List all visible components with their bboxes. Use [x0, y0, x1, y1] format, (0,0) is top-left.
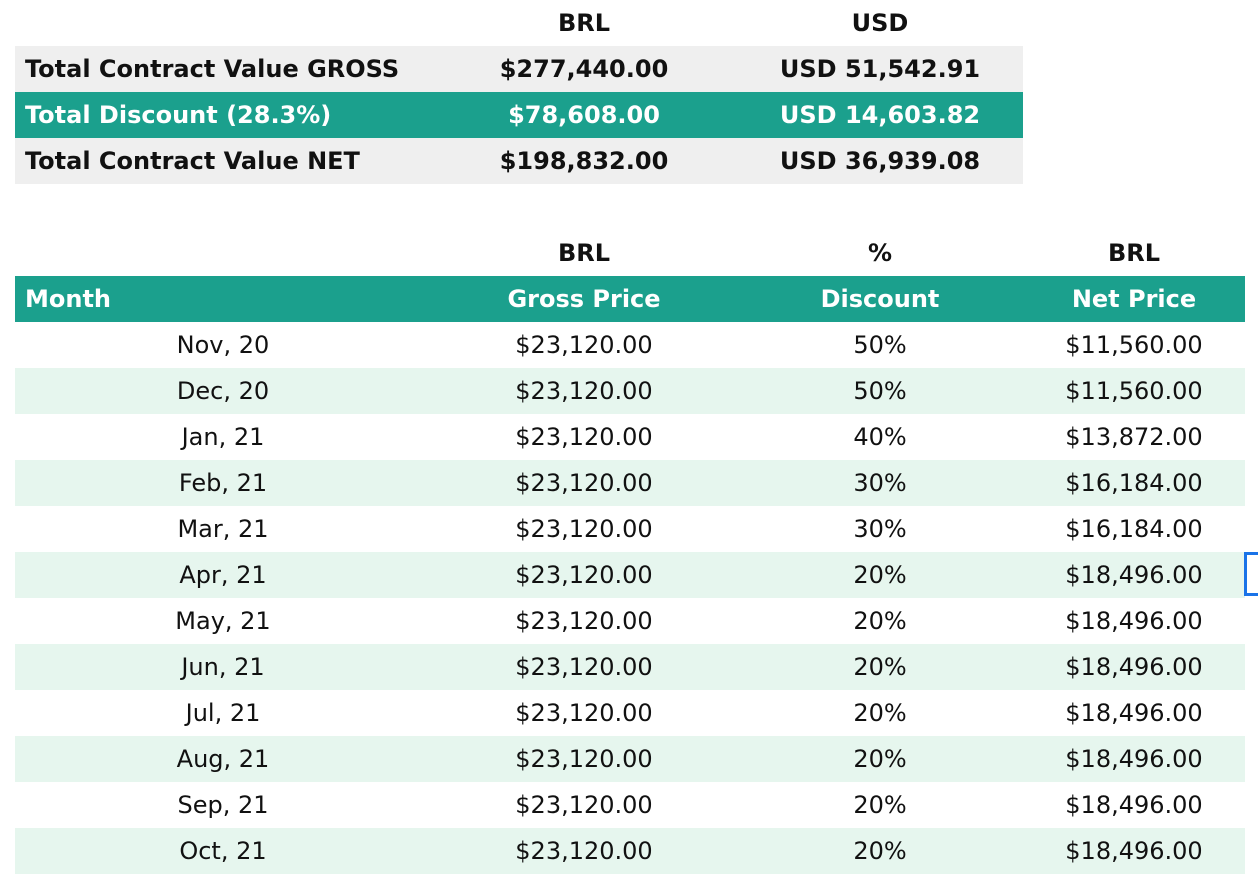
cell-net-price[interactable]: $11,560.00: [1065, 377, 1203, 405]
summary-row-gross: Total Contract Value GROSS $277,440.00 U…: [15, 46, 1023, 92]
cell-gross-price[interactable]: $23,120.00: [515, 607, 653, 635]
cell-month[interactable]: Mar, 21: [177, 515, 269, 543]
cell-month[interactable]: Dec, 20: [176, 377, 270, 405]
cell-gross-price[interactable]: $23,120.00: [515, 745, 653, 773]
cell-selection-indicator: [1244, 552, 1258, 596]
cell-discount[interactable]: 50%: [853, 377, 907, 405]
summary-label-discount[interactable]: Total Discount (28.3%): [25, 101, 332, 129]
table-row: Oct, 21 $23,120.00 20% $18,496.00: [15, 828, 1245, 874]
cell-discount[interactable]: 20%: [853, 837, 907, 865]
cell-discount[interactable]: 30%: [853, 469, 907, 497]
table-row: Jan, 21 $23,120.00 40% $13,872.00: [15, 414, 1245, 460]
cell-month[interactable]: Jul, 21: [185, 699, 261, 727]
cell-net-price[interactable]: $18,496.00: [1065, 791, 1203, 819]
cell-discount[interactable]: 50%: [853, 331, 907, 359]
table-row: Jul, 21 $23,120.00 20% $18,496.00: [15, 690, 1245, 736]
summary-net-usd[interactable]: USD 36,939.08: [779, 147, 981, 175]
cell-net-price[interactable]: $18,496.00: [1065, 745, 1203, 773]
header-gross-price[interactable]: Gross Price: [507, 285, 661, 313]
summary-table: BRL USD Total Contract Value GROSS $277,…: [15, 0, 1023, 184]
summary-net-brl[interactable]: $198,832.00: [499, 147, 669, 175]
header-discount[interactable]: Discount: [820, 285, 940, 313]
cell-gross-price[interactable]: $23,120.00: [515, 469, 653, 497]
cell-discount[interactable]: 20%: [853, 699, 907, 727]
cell-gross-price[interactable]: $23,120.00: [515, 561, 653, 589]
cell-discount[interactable]: 40%: [853, 423, 907, 451]
table-row: Nov, 20 $23,120.00 50% $11,560.00: [15, 322, 1245, 368]
cell-month[interactable]: Oct, 21: [179, 837, 267, 865]
table-row: May, 21 $23,120.00 20% $18,496.00: [15, 598, 1245, 644]
summary-label-net[interactable]: Total Contract Value NET: [25, 147, 360, 175]
summary-label-gross[interactable]: Total Contract Value GROSS: [25, 55, 400, 83]
cell-gross-price[interactable]: $23,120.00: [515, 791, 653, 819]
cell-net-price[interactable]: $18,496.00: [1065, 607, 1203, 635]
monthly-header-row: Month Gross Price Discount Net Price: [15, 276, 1245, 322]
summary-discount-brl[interactable]: $78,608.00: [508, 101, 660, 129]
monthly-body: Nov, 20 $23,120.00 50% $11,560.00 Dec, 20 $23…: [15, 322, 1245, 874]
cell-month[interactable]: May, 21: [175, 607, 271, 635]
cell-month[interactable]: Apr, 21: [179, 561, 267, 589]
cell-net-price[interactable]: $18,496.00: [1065, 653, 1203, 681]
cell-discount[interactable]: 20%: [853, 745, 907, 773]
table-row: Mar, 21 $23,120.00 30% $16,184.00: [15, 506, 1245, 552]
cell-net-price[interactable]: $11,560.00: [1065, 331, 1203, 359]
summary-header-row: BRL USD: [15, 0, 1023, 46]
cell-net-price[interactable]: $18,496.00: [1065, 561, 1203, 589]
cell-gross-price[interactable]: $23,120.00: [515, 837, 653, 865]
cell-discount[interactable]: 20%: [853, 791, 907, 819]
cell-gross-price[interactable]: $23,120.00: [515, 515, 653, 543]
cell-month[interactable]: Jun, 21: [181, 653, 265, 681]
cell-gross-price[interactable]: $23,120.00: [515, 377, 653, 405]
table-row: Jun, 21 $23,120.00 20% $18,496.00: [15, 644, 1245, 690]
table-row: Sep, 21 $23,120.00 20% $18,496.00: [15, 782, 1245, 828]
table-row: Feb, 21 $23,120.00 30% $16,184.00: [15, 460, 1245, 506]
units-discount[interactable]: %: [867, 239, 893, 267]
cell-gross-price[interactable]: $23,120.00: [515, 699, 653, 727]
cell-gross-price[interactable]: $23,120.00: [515, 331, 653, 359]
summary-discount-usd[interactable]: USD 14,603.82: [779, 101, 981, 129]
summary-gross-usd[interactable]: USD 51,542.91: [779, 55, 981, 83]
units-gross[interactable]: BRL: [557, 239, 611, 267]
cell-month[interactable]: Nov, 20: [176, 331, 270, 359]
cell-discount[interactable]: 20%: [853, 653, 907, 681]
summary-gross-brl[interactable]: $277,440.00: [499, 55, 669, 83]
summary-row-net: Total Contract Value NET $198,832.00 USD…: [15, 138, 1023, 184]
table-row: Apr, 21 $23,120.00 20% $18,496.00: [15, 552, 1245, 598]
table-row: Dec, 20 $23,120.00 50% $11,560.00: [15, 368, 1245, 414]
cell-net-price[interactable]: $13,872.00: [1065, 423, 1203, 451]
cell-discount[interactable]: 30%: [853, 515, 907, 543]
cell-month[interactable]: Sep, 21: [177, 791, 269, 819]
cell-net-price[interactable]: $18,496.00: [1065, 699, 1203, 727]
cell-discount[interactable]: 20%: [853, 607, 907, 635]
monthly-pricing-table: BRL % BRL Month Gross Price Discount Net…: [15, 230, 1245, 874]
cell-net-price[interactable]: $16,184.00: [1065, 515, 1203, 543]
cell-month[interactable]: Feb, 21: [178, 469, 268, 497]
cell-net-price[interactable]: $18,496.00: [1065, 837, 1203, 865]
summary-header-usd[interactable]: USD: [851, 9, 909, 37]
monthly-units-row: BRL % BRL: [15, 230, 1245, 276]
header-month[interactable]: Month: [25, 285, 112, 313]
cell-gross-price[interactable]: $23,120.00: [515, 653, 653, 681]
header-net-price[interactable]: Net Price: [1071, 285, 1197, 313]
cell-month[interactable]: Jan, 21: [181, 423, 265, 451]
units-net[interactable]: BRL: [1107, 239, 1161, 267]
table-row: Aug, 21 $23,120.00 20% $18,496.00: [15, 736, 1245, 782]
cell-month[interactable]: Aug, 21: [176, 745, 270, 773]
summary-row-discount: Total Discount (28.3%) $78,608.00 USD 14…: [15, 92, 1023, 138]
summary-header-brl[interactable]: BRL: [557, 9, 611, 37]
cell-discount[interactable]: 20%: [853, 561, 907, 589]
cell-net-price[interactable]: $16,184.00: [1065, 469, 1203, 497]
cell-gross-price[interactable]: $23,120.00: [515, 423, 653, 451]
